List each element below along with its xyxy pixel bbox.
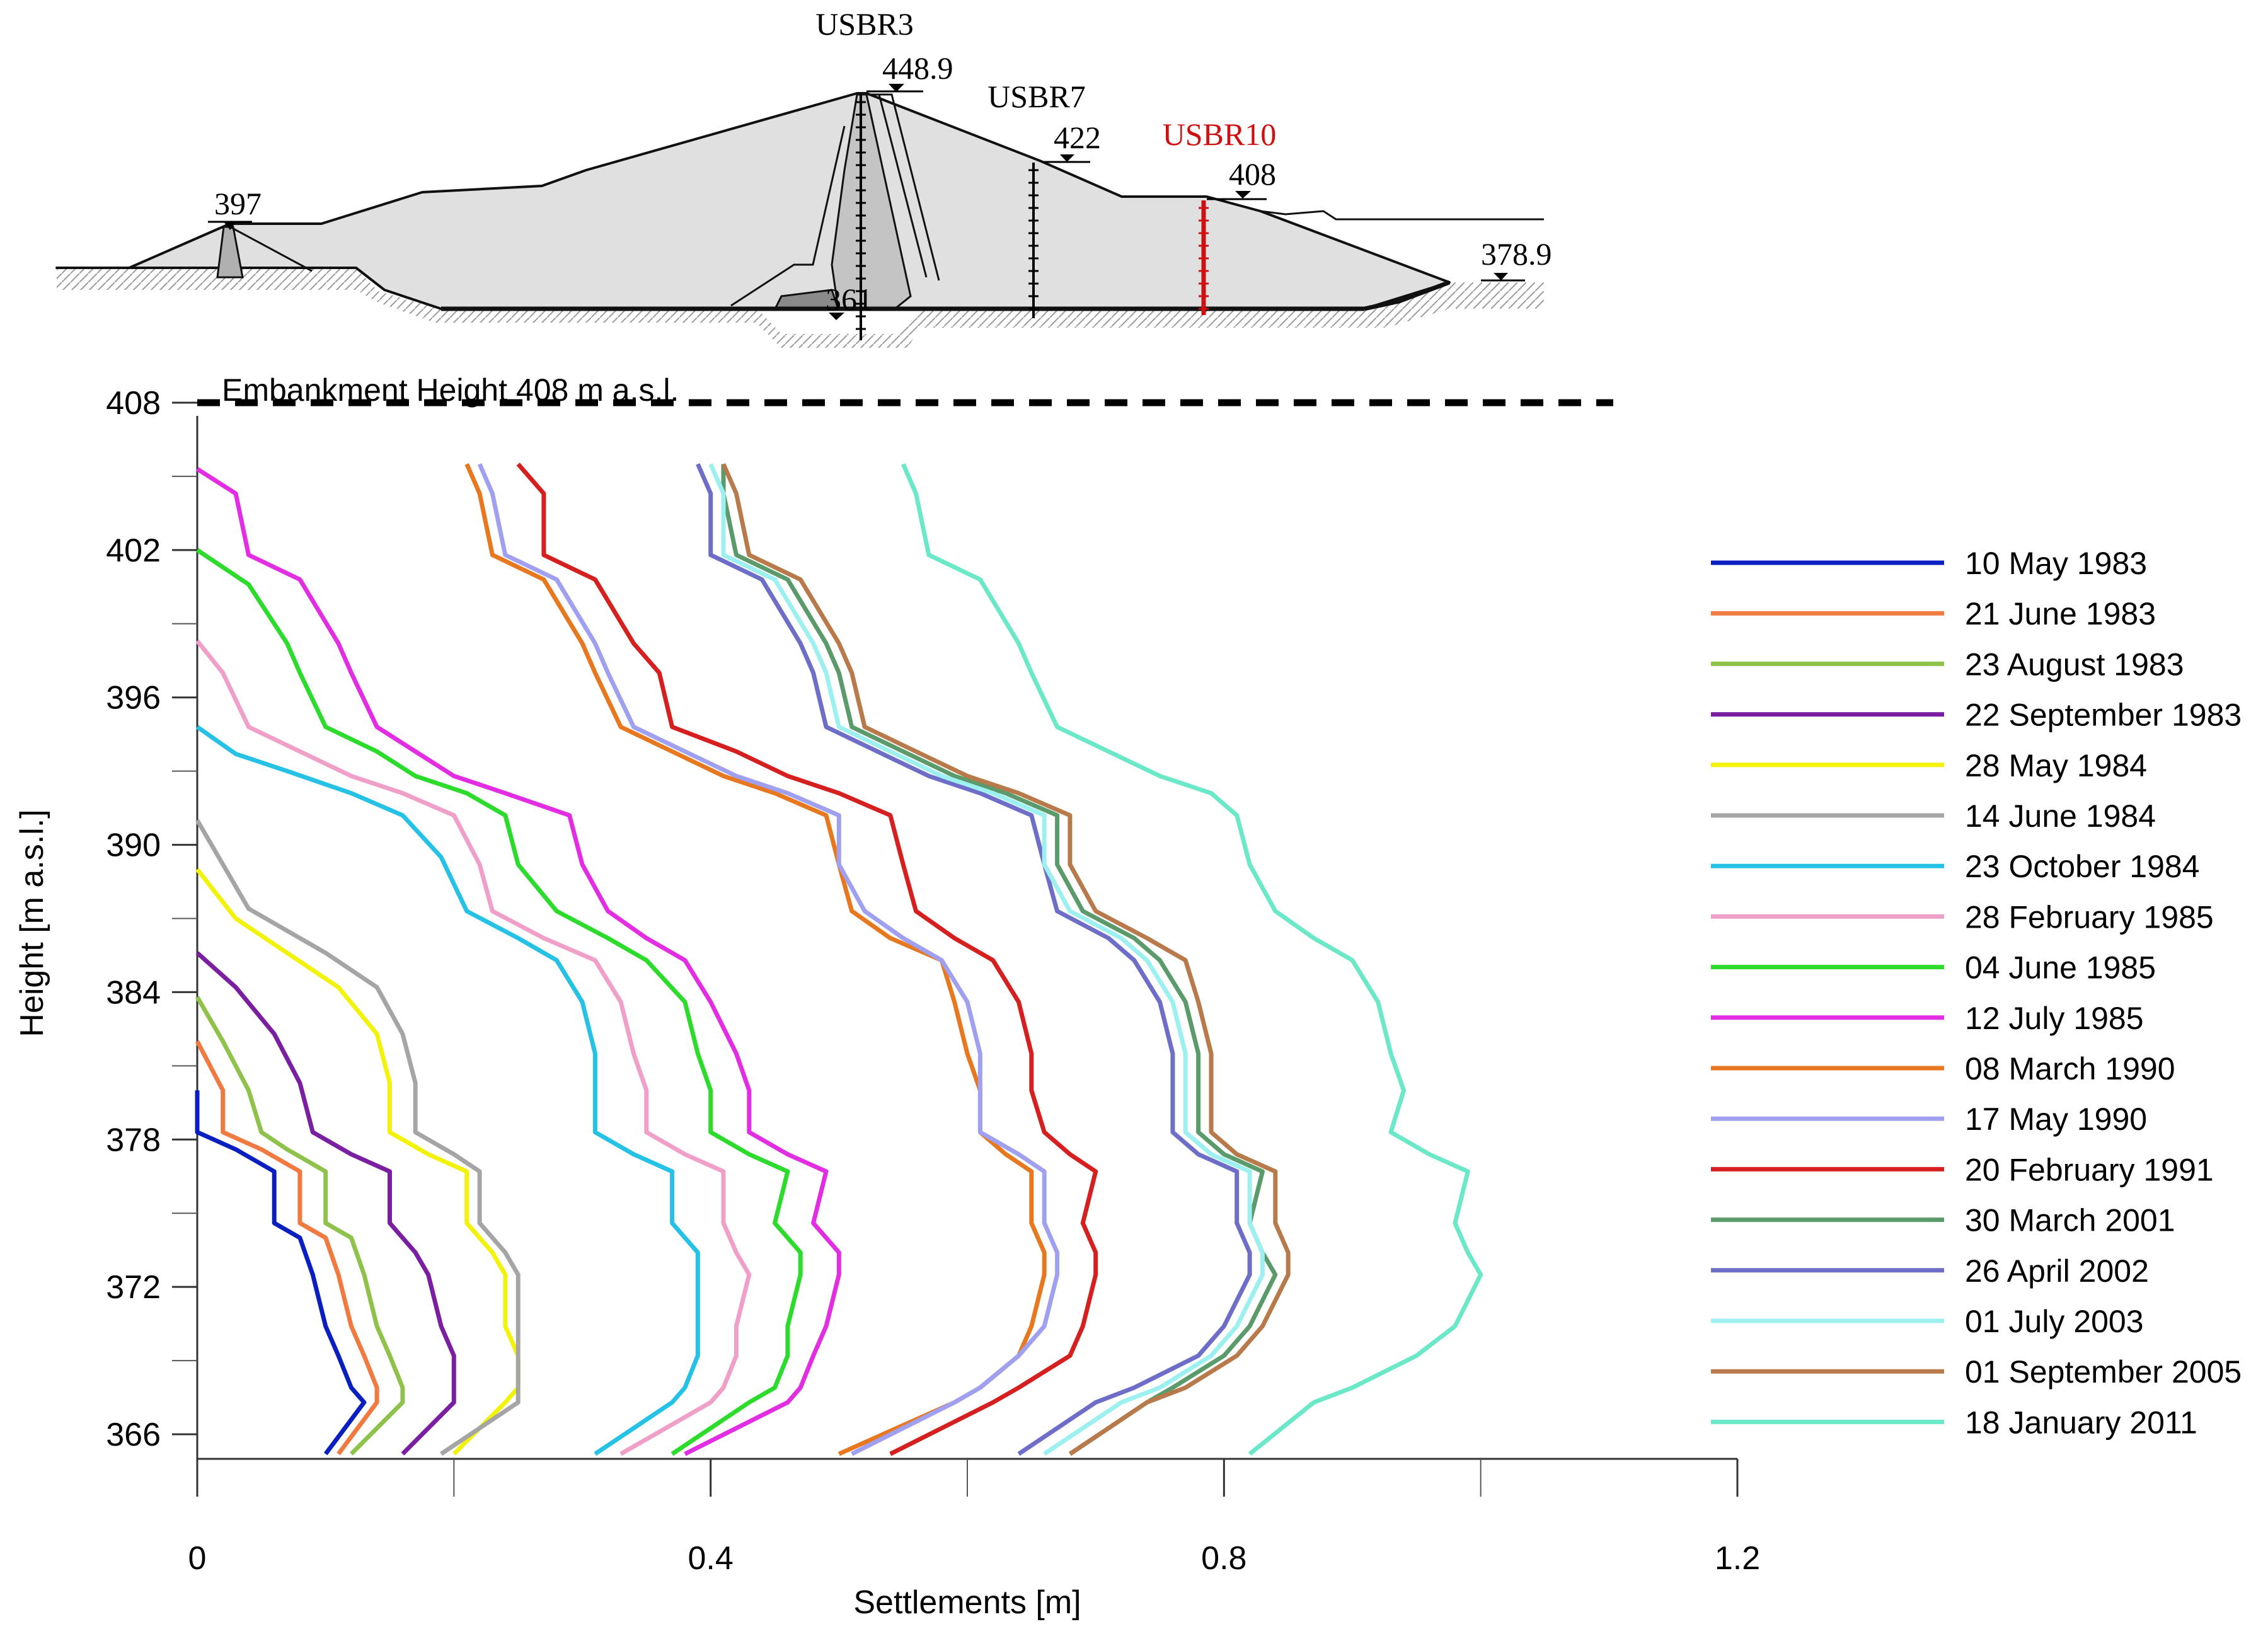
series-line	[516, 463, 1098, 1456]
legend-label: 18 January 2011	[1965, 1405, 2197, 1440]
y-tick-label: 384	[106, 974, 161, 1011]
instrument-usbr7	[1028, 163, 1039, 318]
series-line	[196, 548, 803, 1456]
legend-label: 01 September 2005	[1965, 1354, 2242, 1390]
x-tick-label: 0.8	[1201, 1540, 1246, 1577]
reference-line-label: Embankment Height 408 m a.s.l.	[222, 372, 679, 408]
y-tick-label: 408	[106, 385, 161, 422]
usbr10-label: USBR10	[1163, 117, 1277, 152]
series-line	[195, 1090, 367, 1456]
series-line	[696, 463, 1252, 1456]
legend-label: 21 June 1983	[1965, 596, 2156, 631]
y-tick-label: 402	[106, 532, 161, 569]
x-tick-label: 0.4	[688, 1540, 734, 1577]
legend-label: 30 March 2001	[1965, 1203, 2175, 1238]
y-tick-label: 390	[106, 827, 161, 864]
level-marker-422	[1060, 154, 1074, 162]
y-axis-label: Height [m a.s.l.]	[14, 809, 50, 1037]
series-line	[195, 1040, 379, 1456]
level-marker-397	[224, 222, 236, 230]
level-lines	[208, 90, 1525, 282]
series-line	[901, 463, 1483, 1456]
usbr3-label: USBR3	[815, 6, 914, 42]
legend-label: 10 May 1983	[1965, 546, 2147, 581]
legend-label: 04 June 1985	[1965, 950, 2156, 986]
legend-label: 23 August 1983	[1965, 647, 2184, 682]
downstream-elevation-label: 378.9	[1481, 236, 1552, 272]
filter-zone	[866, 93, 940, 281]
series-lines	[195, 463, 1483, 1456]
legend-label: 14 June 1984	[1965, 798, 2156, 834]
legend-label: 23 October 1984	[1965, 849, 2200, 884]
axes: 366 372 378 384 390 396 402 408 0 0.4 0.8 1.2	[106, 385, 1760, 1577]
foundation-elevation-label: 361	[826, 282, 873, 317]
x-axis-label: Settlements [m]	[853, 1584, 1081, 1621]
legend-label: 20 February 1991	[1965, 1152, 2214, 1187]
level-marker-408	[1235, 191, 1251, 199]
left-crest-elevation-label: 397	[214, 186, 262, 221]
series-line	[195, 996, 405, 1456]
legend-label: 26 April 2002	[1965, 1253, 2149, 1289]
legend-label: 28 February 1985	[1965, 899, 2214, 935]
y-tick-label: 366	[106, 1417, 161, 1453]
settlement-chart: Embankment Height 408 m a.s.l. 366 372 378…	[14, 372, 2242, 1621]
usbr7-label: USBR7	[987, 79, 1086, 114]
series-line	[721, 464, 1278, 1456]
series-line	[708, 463, 1265, 1456]
level-marker-378-9	[1494, 273, 1508, 280]
usbr10-elevation-label: 408	[1229, 156, 1276, 192]
legend-label: 22 September 1983	[1965, 698, 2242, 733]
foundation-ground	[57, 268, 1544, 348]
series-line	[721, 463, 1291, 1456]
series-line	[195, 725, 700, 1456]
series-line	[196, 467, 841, 1456]
usbr7-elevation-label: 422	[1054, 120, 1101, 155]
legend-label: 08 March 1990	[1965, 1051, 2175, 1086]
downstream-berm	[1260, 210, 1544, 221]
toe-drain	[441, 280, 1451, 311]
series-line	[195, 819, 521, 1456]
legend-label: 17 May 1990	[1965, 1102, 2147, 1137]
cofferdam-line	[229, 226, 313, 272]
dam-cross-section: USBR3 448.9 USBR7 422 USBR10 408 397 378…	[55, 6, 1552, 348]
usbr3-elevation-label: 448.9	[882, 50, 953, 86]
instrument-usbr3	[856, 95, 866, 340]
instrument-usbr10	[1199, 200, 1209, 315]
x-tick-label: 1.2	[1715, 1540, 1760, 1577]
series-line	[195, 639, 752, 1456]
series-line	[477, 463, 1060, 1456]
legend-label: 01 July 2003	[1965, 1304, 2144, 1339]
level-marker-361	[829, 313, 844, 320]
series-line	[195, 868, 521, 1456]
level-marker-448-9	[889, 84, 904, 92]
y-tick-label: 396	[106, 680, 161, 717]
legend-label: 28 May 1984	[1965, 748, 2147, 783]
legend-label: 12 July 1985	[1965, 1001, 2144, 1036]
legend: 10 May 1983 21 June 1983 23 August 1983 22 …	[1711, 546, 2242, 1440]
y-tick-label: 378	[106, 1122, 161, 1158]
y-tick-label: 372	[106, 1269, 161, 1306]
series-line	[195, 951, 456, 1456]
upstream-slope-line	[730, 125, 846, 307]
x-tick-label: 0	[188, 1540, 207, 1577]
